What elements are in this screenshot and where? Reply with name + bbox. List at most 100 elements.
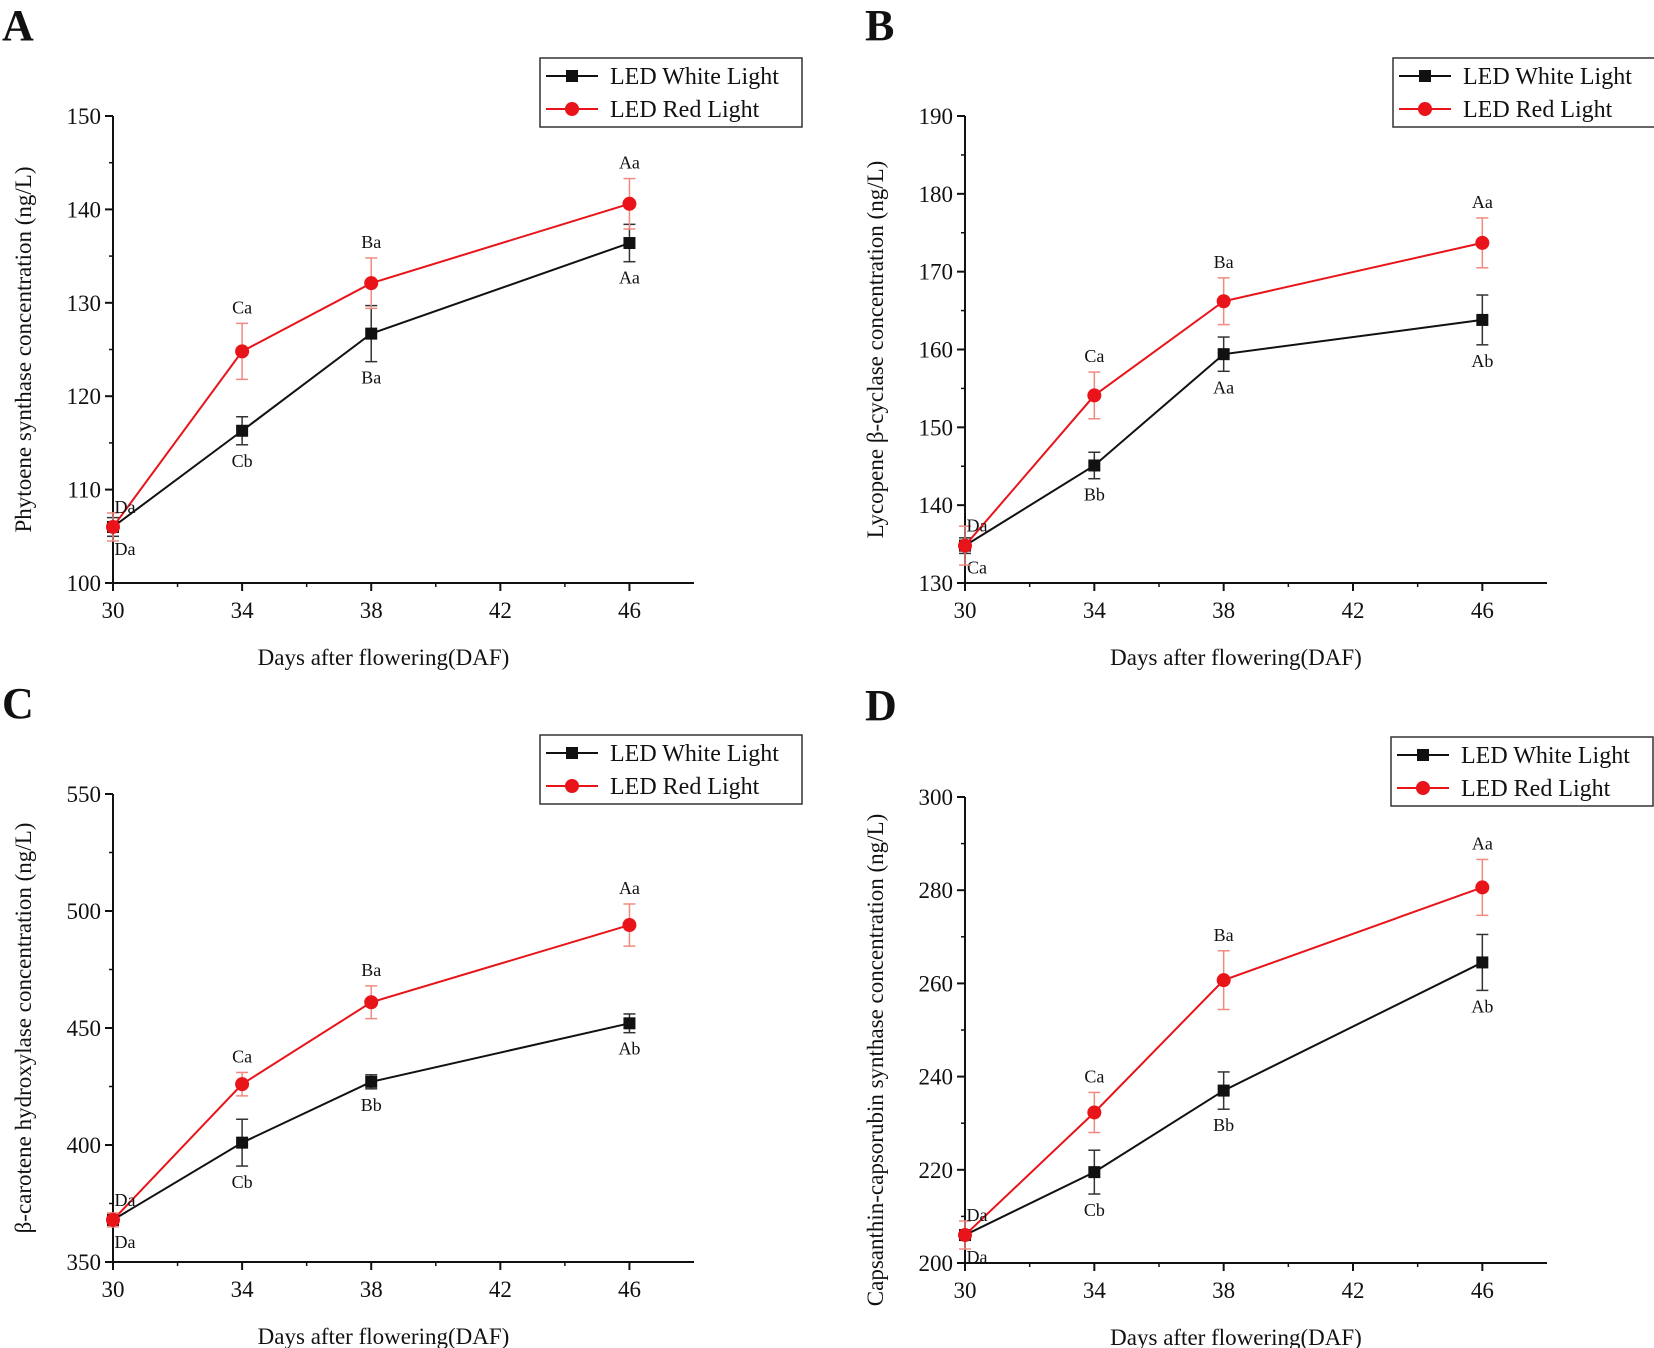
y-tick-label: 130 — [919, 571, 954, 596]
series-red-light: Da Ca Ba Aa — [106, 878, 640, 1228]
y-tick-label: 140 — [67, 197, 102, 222]
data-point — [1475, 880, 1490, 895]
legend-label: LED White Light — [1461, 743, 1630, 769]
significance-letter: Ab — [1471, 351, 1493, 371]
legend: LED White Light LED Red Light — [1390, 736, 1654, 807]
series-line — [112, 202, 630, 528]
y-tick-label: 350 — [67, 1250, 102, 1275]
data-point — [1475, 235, 1490, 250]
y-tick-label: 280 — [919, 878, 954, 903]
y-tick-label: 100 — [67, 571, 102, 596]
y-tick-label: 190 — [919, 104, 954, 129]
y-tick-label: 260 — [919, 971, 954, 996]
x-tick-label: 46 — [618, 598, 641, 623]
data-point — [623, 1017, 636, 1030]
series-line — [112, 1022, 630, 1221]
legend-label: LED White Light — [610, 741, 779, 767]
significance-letter: Ba — [361, 232, 381, 252]
legend: LED White Light LED Red Light — [539, 57, 803, 128]
x-tick-label: 46 — [618, 1277, 641, 1302]
data-point — [1217, 348, 1230, 361]
data-point — [1476, 956, 1489, 969]
series-line — [112, 242, 630, 528]
x-tick-label: 38 — [360, 598, 383, 623]
legend-marker-circle — [1418, 102, 1432, 116]
data-point — [365, 1075, 378, 1088]
legend-label: LED White Light — [1463, 64, 1632, 90]
legend-label: LED Red Light — [1463, 97, 1613, 123]
y-tick-label: 150 — [67, 104, 102, 129]
data-point — [1476, 313, 1489, 326]
data-point — [958, 1228, 972, 1243]
y-tick-label: 130 — [67, 291, 102, 316]
series-red-light: Da Ca Ba Aa — [958, 192, 1493, 566]
data-point — [106, 1212, 120, 1227]
y-axis-label: Phytoene synthase concentration (ng/L) — [11, 167, 36, 533]
significance-letter: Aa — [619, 153, 640, 173]
data-point — [622, 918, 637, 933]
series-red-light: Da Ca Ba Aa — [106, 153, 640, 542]
series-line — [964, 961, 1483, 1236]
legend-box — [1392, 57, 1654, 128]
significance-letter: Bb — [1213, 1115, 1234, 1135]
significance-letter: Da — [967, 1205, 988, 1225]
y-tick-label: 220 — [919, 1158, 954, 1183]
series-white-light: Da Cb Bb Ab — [107, 1013, 640, 1252]
significance-letter: Ba — [1214, 925, 1234, 945]
significance-letter: Da — [115, 1232, 136, 1252]
panel-c: C 350 400 450 500 550 30 34 38 42 46 Days after flo… — [2, 679, 803, 1348]
legend: LED White Light LED Red Light — [539, 734, 803, 805]
legend-label: LED White Light — [610, 64, 779, 90]
y-axis-label: β-carotene hydroxylase concentration (ng… — [11, 823, 36, 1234]
significance-letter: Da — [115, 539, 136, 559]
x-tick-label: 34 — [1083, 598, 1107, 623]
significance-letter: Ca — [1084, 346, 1104, 366]
x-tick-label: 38 — [1212, 598, 1235, 623]
legend-label: LED Red Light — [610, 774, 760, 800]
significance-letter: Aa — [1213, 377, 1234, 397]
x-tick-label: 30 — [954, 598, 977, 623]
x-tick-label: 30 — [102, 1277, 125, 1302]
legend-box — [1390, 736, 1654, 807]
legend-marker-square — [1419, 70, 1431, 82]
legend: LED White Light LED Red Light — [1392, 57, 1654, 128]
data-point — [235, 1077, 250, 1092]
y-axis-label: Lycopene β-cyclase concentration (ng/L) — [863, 161, 888, 539]
legend-marker-square — [566, 747, 578, 759]
x-tick-label: 30 — [102, 598, 125, 623]
x-tick-label: 30 — [954, 1278, 977, 1303]
x-tick-label: 46 — [1471, 1278, 1494, 1303]
significance-letter: Da — [115, 497, 136, 517]
data-point — [958, 538, 972, 553]
legend-marker-square — [566, 70, 578, 82]
significance-letter: Aa — [619, 878, 640, 898]
y-tick-label: 550 — [67, 782, 102, 807]
y-tick-label: 120 — [67, 384, 102, 409]
significance-letter: Ab — [618, 1039, 640, 1059]
x-tick-label: 34 — [231, 598, 255, 623]
y-tick-label: 170 — [919, 260, 954, 285]
y-tick-label: 180 — [919, 182, 954, 207]
data-point — [106, 519, 120, 534]
data-point — [1087, 388, 1102, 403]
y-tick-label: 300 — [919, 785, 954, 810]
significance-letter: Da — [967, 516, 988, 536]
panel-b: B 130 140 150 160 170 180 190 30 34 38 42 46 Days aft… — [863, 1, 1654, 670]
x-tick-label: 46 — [1471, 598, 1494, 623]
x-tick-label: 34 — [231, 1277, 255, 1302]
panel-letter: B — [865, 1, 894, 50]
series-line — [112, 924, 630, 1221]
significance-letter: Aa — [619, 268, 640, 288]
x-axis-label: Days after flowering(DAF) — [258, 1324, 510, 1348]
legend-marker-square — [1417, 749, 1429, 761]
legend-box — [539, 57, 803, 128]
legend-marker-circle — [565, 102, 579, 116]
panel-letter: D — [865, 681, 897, 730]
significance-letter: Bb — [361, 1095, 382, 1115]
data-point — [1087, 1105, 1102, 1120]
y-tick-label: 200 — [919, 1251, 954, 1276]
significance-letter: Ab — [1471, 996, 1493, 1016]
legend-marker-circle — [1416, 781, 1430, 795]
x-tick-label: 42 — [1342, 1278, 1365, 1303]
significance-letter: Da — [115, 1190, 136, 1210]
